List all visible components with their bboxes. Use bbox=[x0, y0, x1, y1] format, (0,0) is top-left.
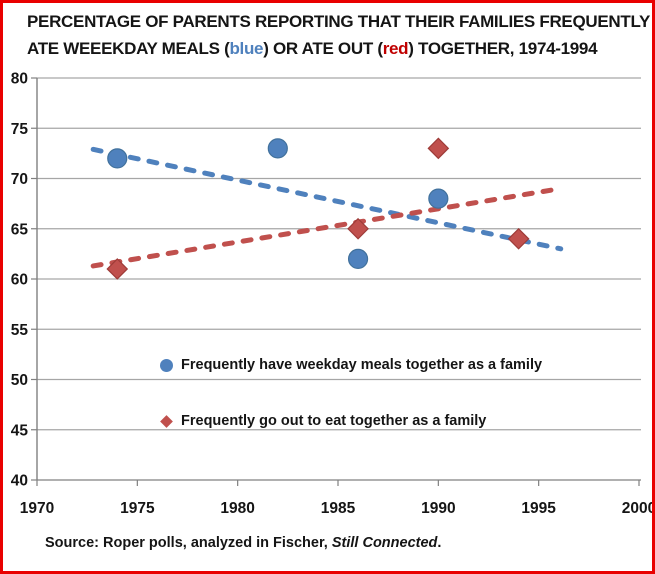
title-line2-mid: ) OR ATE OUT ( bbox=[263, 39, 383, 58]
source-note-italic: Still Connected bbox=[331, 535, 438, 551]
x-tick-label: 1985 bbox=[321, 500, 356, 517]
data-point-diamond bbox=[347, 217, 369, 240]
chart-title-line2: ATE WEEEKDAY MEALS (blue) OR ATE OUT (re… bbox=[27, 35, 647, 62]
source-note: Source: Roper polls, analyzed in Fischer… bbox=[45, 535, 441, 551]
data-point-diamond bbox=[427, 137, 450, 160]
blue-word: blue bbox=[229, 39, 264, 58]
legend-item-weekday-meals: Frequently have weekday meals together a… bbox=[160, 357, 542, 373]
x-tick-label: 1975 bbox=[120, 500, 155, 517]
blue-circle-marker-icon bbox=[160, 358, 173, 372]
legend-label-weekday-meals: Frequently have weekday meals together a… bbox=[181, 357, 543, 373]
source-note-prefix: Source: Roper polls, analyzed in Fischer… bbox=[45, 535, 332, 551]
title-line2-prefix: ATE WEEEKDAY MEALS ( bbox=[27, 39, 230, 58]
chart-title-line1: PERCENTAGE OF PARENTS REPORTING THAT THE… bbox=[27, 12, 651, 31]
y-tick-label: 80 bbox=[11, 71, 28, 88]
data-point-circle bbox=[428, 188, 449, 209]
scatter-chart-plot-area: 40 45 50 55 60 65 70 75 80 1970 1975 1980 1985 1990 19… bbox=[11, 71, 655, 518]
y-tick-label: 45 bbox=[11, 422, 29, 439]
diamond-trendline bbox=[90, 186, 564, 269]
y-tick-label: 60 bbox=[11, 272, 28, 289]
red-word: red bbox=[382, 39, 409, 58]
data-point-diamond bbox=[507, 227, 530, 250]
y-tick-label: 50 bbox=[11, 372, 28, 389]
x-tick-label: 1980 bbox=[220, 500, 254, 517]
x-tick-label: 1970 bbox=[20, 500, 54, 517]
y-tick-label: 55 bbox=[11, 322, 29, 339]
legend-label-eat-out: Frequently go out to eat together as a f… bbox=[181, 413, 487, 429]
circle-trendline bbox=[90, 146, 564, 252]
y-tick-label: 40 bbox=[11, 473, 28, 490]
red-diamond-marker-icon bbox=[160, 414, 173, 428]
legend-item-eat-out: Frequently go out to eat together as a f… bbox=[160, 413, 486, 429]
y-tick-label: 75 bbox=[11, 121, 29, 138]
x-tick-label: 1990 bbox=[421, 500, 455, 517]
y-tick-label: 65 bbox=[11, 221, 29, 238]
data-point-circle bbox=[347, 248, 369, 269]
chart-title: PERCENTAGE OF PARENTS REPORTING THAT THE… bbox=[27, 8, 651, 62]
data-point-diamond bbox=[106, 258, 129, 280]
data-point-circle bbox=[107, 148, 128, 169]
x-tick-label: 2000 bbox=[622, 500, 655, 517]
x-tick-label: 1995 bbox=[521, 500, 556, 517]
title-line2-suffix: ) TOGETHER, 1974-1994 bbox=[408, 39, 598, 58]
source-note-suffix: . bbox=[437, 535, 442, 551]
data-point-circle bbox=[267, 138, 288, 159]
y-tick-label: 70 bbox=[11, 171, 28, 188]
